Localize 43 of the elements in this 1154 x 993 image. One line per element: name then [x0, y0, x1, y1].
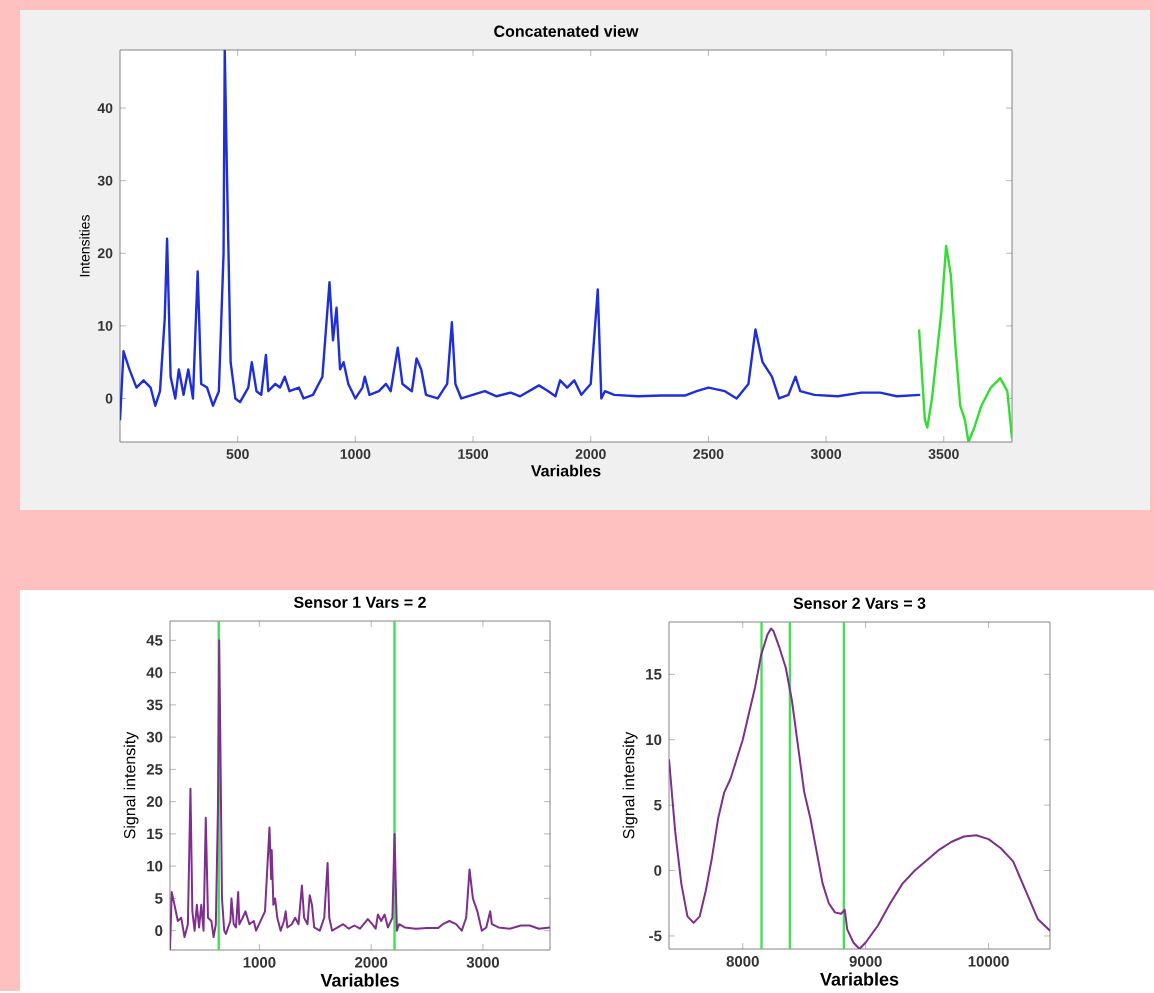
y-tick-label: -5	[649, 930, 662, 942]
y-tick-label: 35	[146, 699, 163, 711]
x-tick-label: 2500	[693, 448, 724, 459]
y-tick-label: 30	[146, 731, 163, 743]
x-tick-label: 1000	[243, 956, 276, 968]
x-tick-label: 9000	[849, 955, 882, 967]
x-axis-title: Variables	[820, 972, 899, 986]
x-axis-title: Variables	[530, 464, 601, 477]
y-tick-label: 15	[147, 828, 163, 839]
y-tick-label: 5	[654, 799, 662, 811]
x-tick-label: 1500	[458, 448, 489, 459]
line-series	[917, 244, 1013, 442]
y-tick-label: 10	[98, 320, 113, 331]
chart-title: Concatenated view	[494, 25, 639, 37]
x-tick-label: 500	[226, 448, 249, 459]
y-tick-label: 45	[146, 634, 163, 646]
x-tick-label: 3500	[928, 448, 959, 459]
y-tick-label: 5	[155, 893, 163, 904]
x-tick-label: 8000	[726, 955, 759, 967]
y-tick-label: 20	[97, 248, 113, 259]
x-tick-label: 1000	[340, 448, 371, 459]
x-tick-label: 3000	[466, 956, 499, 968]
y-tick-label: 40	[97, 102, 113, 113]
y-tick-label: 20	[146, 796, 163, 807]
x-tick-label: 2000	[575, 448, 606, 459]
chart-title: Sensor 1 Vars = 2	[293, 596, 426, 608]
x-tick-label: 3000	[810, 448, 842, 459]
y-tick-label: 10	[646, 734, 662, 745]
chart-title: Sensor 2 Vars = 3	[793, 597, 926, 609]
y-tick-label: 0	[105, 393, 113, 404]
x-tick-label: 10000	[968, 955, 1009, 967]
y-tick-label: 0	[155, 925, 163, 936]
y-tick-label: 0	[654, 865, 662, 876]
y-tick-label: 30	[97, 175, 113, 186]
y-tick-label: 40	[146, 667, 163, 678]
y-axis-title: Signal intensity	[123, 731, 139, 839]
y-axis-title: Intensities	[79, 214, 90, 277]
y-axis-title: Signal intensity	[622, 731, 638, 839]
y-tick-label: 15	[646, 668, 662, 680]
x-axis-title: Variables	[320, 973, 399, 987]
y-tick-label: 25	[146, 763, 163, 775]
x-tick-label: 2000	[355, 956, 388, 968]
y-tick-label: 10	[147, 860, 163, 872]
